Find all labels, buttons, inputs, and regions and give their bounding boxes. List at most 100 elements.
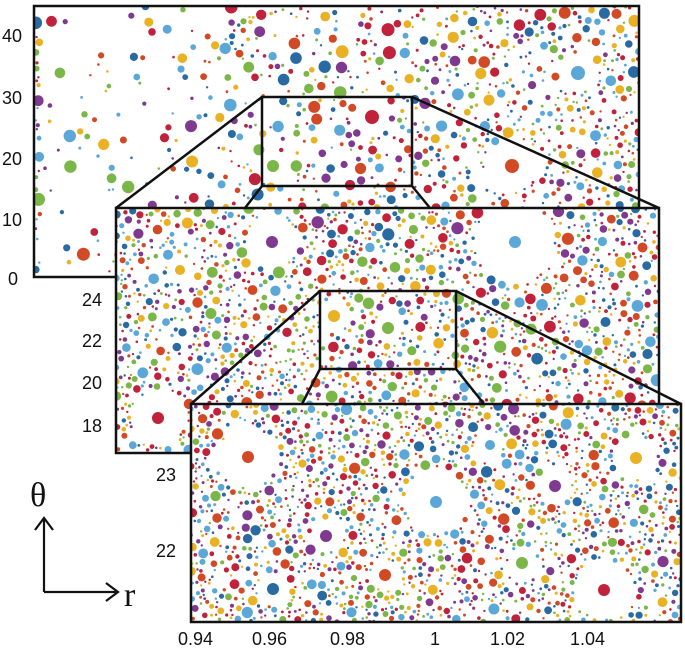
packing-dot [228,299,231,302]
packing-dot [205,220,215,230]
packing-dot [544,544,548,548]
packing-dot [380,608,385,612]
packing-dot [208,95,213,100]
packing-dot [558,26,562,30]
packing-dot [449,247,455,253]
packing-dot [625,494,629,498]
packing-dot [625,111,628,115]
packing-dot [120,290,124,293]
packing-dot [419,173,423,177]
packing-dot [480,161,483,165]
packing-dot [414,138,418,141]
packing-dot [578,466,581,469]
packing-dot [303,70,310,77]
packing-dot [180,7,186,13]
packing-dot [575,406,580,411]
packing-dot [268,52,277,61]
packing-dot [484,544,490,550]
packing-dot [280,136,285,141]
packing-dot [368,533,373,537]
packing-dot [545,446,549,450]
packing-dot [580,309,583,313]
packing-dot [202,593,205,597]
packing-dot [470,543,475,548]
packing-dot [302,341,306,345]
packing-dot [475,86,479,91]
packing-dot [294,462,298,465]
packing-dot [553,222,556,226]
packing-dot [257,579,260,582]
packing-dot [339,349,344,355]
packing-dot [600,432,608,440]
packing-dot [426,215,437,225]
packing-dot [167,294,171,297]
packing-dot [603,151,609,156]
packing-dot [305,494,310,498]
packing-dot [327,567,332,572]
packing-dot [400,436,403,439]
packing-dot [636,497,640,501]
packing-dot [342,296,346,300]
packing-dot [268,64,274,70]
packing-dot [207,172,215,180]
packing-dot [532,497,536,500]
packing-dot [217,607,225,615]
packing-dot [240,18,247,25]
packing-dot [140,55,146,61]
packing-dot [159,446,162,450]
packing-dot [382,431,391,440]
packing-dot [308,254,313,259]
packing-dot [397,351,403,357]
packing-dot [339,100,347,108]
packing-dot [295,151,299,155]
packing-dot [369,17,373,21]
packing-dot [209,485,213,488]
packing-dot [306,356,309,360]
packing-dot [441,184,447,189]
packing-dot [299,549,303,554]
packing-dot [369,451,376,458]
packing-dot [242,240,247,244]
packing-dot [273,300,276,303]
packing-dot [663,571,669,577]
packing-dot [354,277,360,283]
packing-dot [233,322,236,325]
packing-dot [472,606,476,610]
packing-dot [127,404,132,408]
packing-dot [275,361,278,364]
packing-dot [261,550,264,553]
packing-dot [354,595,359,600]
packing-dot [440,217,449,226]
packing-dot [261,370,265,374]
packing-dot [361,231,364,235]
packing-dot [613,190,620,198]
packing-dot [415,238,418,242]
packing-dot [468,603,472,606]
packing-dot [539,177,546,184]
packing-dot [535,554,540,558]
packing-dot [295,476,298,479]
packing-dot [148,28,156,36]
packing-dot [347,70,350,73]
packing-dot [263,546,267,550]
packing-dot [451,280,455,284]
packing-dot [357,256,368,267]
packing-dot [621,211,629,219]
packing-dot [348,475,352,479]
packing-dot [399,449,410,460]
packing-dot [606,471,610,475]
packing-dot [138,251,144,257]
packing-dot [481,520,488,527]
packing-dot [486,118,490,121]
packing-dot [183,394,187,398]
packing-dot [520,597,525,601]
packing-dot [677,427,681,431]
packing-dot [411,25,414,29]
packing-dot [377,491,380,494]
packing-dot [553,552,558,556]
packing-dot [592,211,597,216]
packing-dot [607,305,612,310]
packing-dot [178,438,182,442]
packing-dot [226,554,233,561]
packing-dot [355,564,362,571]
